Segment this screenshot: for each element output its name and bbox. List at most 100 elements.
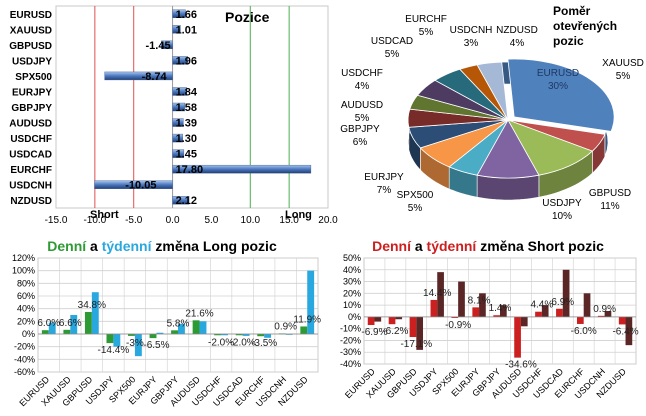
x-tick-label: 5.0 <box>204 215 218 226</box>
long-label: Long <box>285 209 312 221</box>
change-bar <box>562 269 570 317</box>
long-title-denni: Denní <box>47 238 87 254</box>
change-bar <box>556 308 563 317</box>
long-change-title: Denní a týdenní změna Long pozic <box>0 238 324 254</box>
category-label: SPX500 <box>15 72 52 83</box>
pie-slice-side <box>476 174 540 201</box>
y-tick-label: 0% <box>22 329 35 339</box>
pie-percent-label: 4% <box>355 81 370 92</box>
pie-category-label: SPX500 <box>397 190 434 201</box>
pie-category-label: EURJPY <box>364 172 404 183</box>
data-label: 8.1% <box>468 295 491 306</box>
y-tick-label: 30% <box>343 277 361 287</box>
change-bar <box>113 334 121 347</box>
short-change-chart: -40%-30%-20%-10%0%10%20%30%40%50%EURUSD-… <box>340 253 639 401</box>
change-bar <box>374 316 382 322</box>
value-label: -1.45 <box>145 40 170 52</box>
pie-percent-label: 5% <box>385 49 400 60</box>
y-tick-label: 100% <box>12 266 35 276</box>
data-label: -6.0% <box>571 326 597 337</box>
long-title-rest: změna Long pozic <box>151 238 277 254</box>
y-tick-label: 40% <box>17 304 35 314</box>
value-label: -8.74 <box>142 71 168 83</box>
change-bar <box>134 334 142 357</box>
pie-percent-label: 4% <box>510 38 525 49</box>
change-bar <box>583 293 591 317</box>
y-tick-label: 20% <box>343 288 361 298</box>
pie-category-label: EURUSD <box>537 68 579 79</box>
value-label: 1.45 <box>176 149 197 161</box>
short-label: Short <box>90 209 119 221</box>
data-label: -2.0% <box>208 337 234 348</box>
change-bar <box>625 316 633 346</box>
x-tick-label: 0.0 <box>166 215 180 226</box>
y-tick-label: 0% <box>348 312 361 322</box>
data-label: 34.8% <box>78 300 106 311</box>
position-bar <box>94 180 173 189</box>
y-tick-label: 10% <box>343 300 361 310</box>
data-label: 6.0% <box>37 318 60 329</box>
position-bar <box>172 56 189 65</box>
ratio-title-line-1: Poměr <box>553 4 591 18</box>
pie-percent-label: 6% <box>353 137 368 148</box>
x-tick-label: -15.0 <box>45 215 68 226</box>
change-bar <box>48 322 56 334</box>
pie-percent-label: 7% <box>377 185 392 196</box>
category-label: USDCHF <box>10 134 52 145</box>
data-label: 14.4% <box>423 288 451 299</box>
long-title-a: a <box>86 238 102 254</box>
category-label: USDCAD <box>9 150 52 161</box>
data-label: -6.4% <box>612 326 638 337</box>
value-label: 1.66 <box>176 9 197 21</box>
x-tick-label: 20.0 <box>318 215 338 226</box>
y-tick-label: -20% <box>340 335 361 345</box>
change-bar <box>149 334 157 339</box>
data-label: 11.9% <box>293 314 321 325</box>
category-label: USDJPY <box>12 56 52 67</box>
value-label: 17.80 <box>176 164 204 176</box>
y-tick-label: -60% <box>14 367 35 377</box>
ratio-pie-chart: EURUSD 30% XAUUSD 5% GBPUSD 11% USDJPY 10% SPX50… <box>340 4 644 222</box>
change-bar <box>451 316 459 318</box>
position-bar <box>172 133 183 143</box>
change-bar <box>493 315 500 317</box>
pie-category-label: AUDUSD <box>341 100 383 111</box>
value-label: 1.01 <box>176 24 197 36</box>
category-label: NZDUSD <box>10 196 52 207</box>
change-bar <box>70 315 78 334</box>
position-bar <box>172 164 312 174</box>
pie-percent-label: 3% <box>464 38 479 49</box>
change-bar <box>171 330 178 334</box>
data-label: 6.9% <box>551 297 574 308</box>
pie-category-label: USDCNH <box>450 25 493 36</box>
short-change-panel: Denní a týdenní změna Short pozic -40% -3… <box>330 232 646 416</box>
ratio-title-line-3: pozic <box>553 34 584 48</box>
data-label: 0.9% <box>593 304 616 315</box>
category-label: USDCNH <box>9 181 52 192</box>
value-label: -10.05 <box>125 180 156 192</box>
data-label: 4.4% <box>530 300 553 311</box>
change-bar <box>500 305 507 317</box>
change-bar <box>388 316 396 325</box>
change-bar <box>264 334 272 338</box>
y-tick-label: 120% <box>12 253 35 263</box>
positions-title: Pozice <box>225 9 270 25</box>
data-label: -17.1% <box>400 339 432 350</box>
position-bar <box>104 71 173 81</box>
data-label: -6.9% <box>361 327 387 338</box>
pie-category-label: NZDUSD <box>496 25 538 36</box>
data-label: 0.9% <box>274 321 297 332</box>
short-change-title: Denní a týdenní změna Short pozic <box>330 238 646 254</box>
y-tick-label: 20% <box>17 316 35 326</box>
short-title-tydenni: týdenní <box>426 238 477 254</box>
value-label: 1.30 <box>176 133 197 145</box>
position-bar <box>161 40 173 50</box>
change-bar <box>199 321 207 334</box>
change-bar <box>84 311 92 334</box>
y-tick-label: -40% <box>14 354 35 364</box>
change-bar <box>192 320 200 334</box>
long-change-panel: Denní a týdenní změna Long pozic -60% -40… <box>0 232 324 416</box>
x-tick-label: -5.0 <box>125 215 143 226</box>
short-title-a: a <box>410 238 427 254</box>
short-title-denni: Denní <box>372 238 411 254</box>
